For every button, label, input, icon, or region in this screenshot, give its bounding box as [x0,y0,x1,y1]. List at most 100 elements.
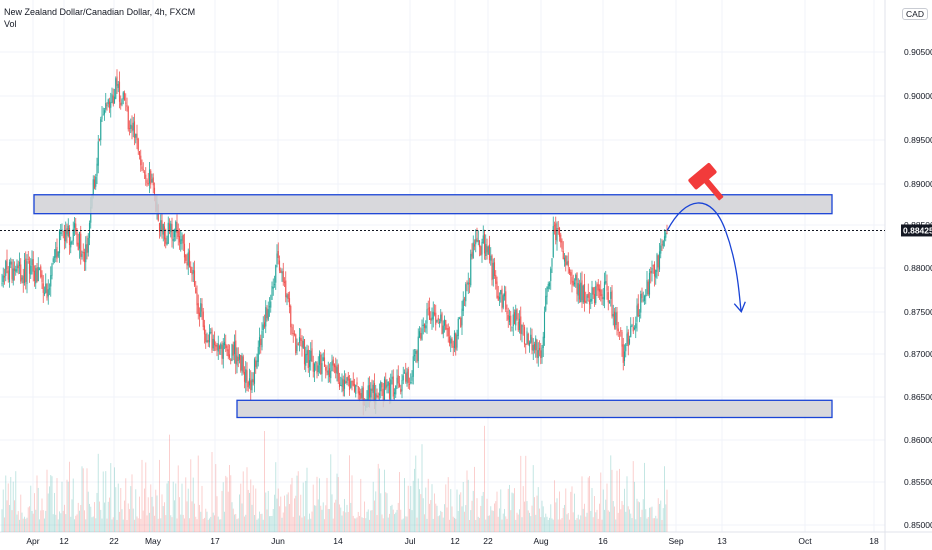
time-tick-label: 22 [483,536,493,546]
candle-body [11,261,13,280]
volume-bar [451,506,453,532]
volume-bar [260,514,262,532]
projection-arrow[interactable] [666,202,742,312]
volume-bar [294,498,295,532]
volume-bar [516,512,518,532]
candle-body [636,305,638,322]
candle-body [211,329,213,351]
candle-body [658,251,661,270]
volume-bar [216,496,218,532]
volume-bar [574,493,575,532]
candle-body [71,240,73,244]
candle-body [336,367,338,374]
volume-bar [94,502,95,532]
volume-bar [185,477,187,532]
volume-bar [60,513,62,532]
volume-bar [72,478,74,532]
price-tick-label: 0.88000 [904,263,932,273]
candle-body [337,365,339,382]
time-axis[interactable]: Apr 12 22 May 17 Jun 14 Jul 12 22 Aug 16 Sep 13 Oct 18 [26,536,879,546]
candle-body [402,375,404,381]
candle-body [296,345,298,352]
candle-body [613,311,616,328]
candle-body [573,282,576,285]
candle-body [392,376,394,397]
price-axis[interactable]: 0.905000.900000.895000.890000.885000.880… [904,47,932,530]
candle-body [182,234,184,244]
candle-body [380,381,382,392]
volume-bar [196,519,198,532]
candle-body [62,231,64,233]
drawn-zones[interactable] [33,194,833,419]
volume-bar [100,509,102,532]
volume-bar [14,500,15,532]
candle-body [13,268,16,271]
candle-body [428,307,431,320]
volume-bar [4,517,5,532]
candle-body [186,262,188,266]
volume-bar [245,514,247,532]
volume-bar [27,507,29,532]
candle-body [76,231,78,245]
volume-bar [610,455,612,532]
volume-bar [282,512,284,532]
candle-body [126,104,128,107]
candle-body [447,327,449,337]
candle-body [473,244,476,247]
volume-bar [582,508,584,532]
candle-body [50,275,52,287]
candle-body [372,384,374,393]
candle-body [177,230,179,238]
volume-bar [441,512,443,532]
candle-body [52,258,54,263]
candle-body [388,382,391,399]
candle-body [453,333,456,348]
volume-bar [629,509,630,532]
volume-bar [226,477,228,532]
hammer-icon[interactable] [688,162,733,208]
candle-body [143,172,146,174]
volume-bar [374,500,375,532]
candle-body [252,379,254,383]
volume-bar [402,518,404,532]
candle-body [381,383,383,388]
candle-body [276,253,278,265]
volume-bar [44,518,45,532]
candle-body [118,81,121,102]
volume-bar [74,519,75,532]
volume-bar [254,514,255,532]
candle-body [100,119,102,141]
candle-body [626,333,628,344]
volume-bar [309,513,310,532]
candle-body [552,226,554,258]
volume-bar [115,487,117,532]
volume-bar [447,477,449,532]
volume-bar [194,503,195,532]
price-tick-label: 0.87000 [904,349,932,359]
candle-body [436,319,438,323]
candle-body [338,382,341,388]
candle-body [171,224,173,239]
candle-body [420,333,422,339]
volume-bar [325,505,327,532]
candle-body [403,372,406,374]
volume-bar [229,465,230,532]
volume-bar [47,493,49,532]
candle-body [226,346,228,351]
volume-label[interactable]: Vol [4,19,17,29]
volume-bar [520,455,522,532]
volume-bar [272,508,274,532]
candle-body [230,359,232,361]
symbol-title[interactable]: New Zealand Dollar/Canadian Dollar, 4h, … [4,7,196,17]
volume-bar [337,477,339,532]
candle-body [293,333,296,335]
volume-bar [457,510,459,532]
candle-body [506,310,508,315]
candle-body [268,306,271,308]
volume-bar [630,513,632,532]
currency-badge[interactable]: CAD [902,8,928,20]
volume-bar [16,514,18,532]
candle-body [495,274,497,284]
current-price-label: 0.88425 [901,224,932,237]
